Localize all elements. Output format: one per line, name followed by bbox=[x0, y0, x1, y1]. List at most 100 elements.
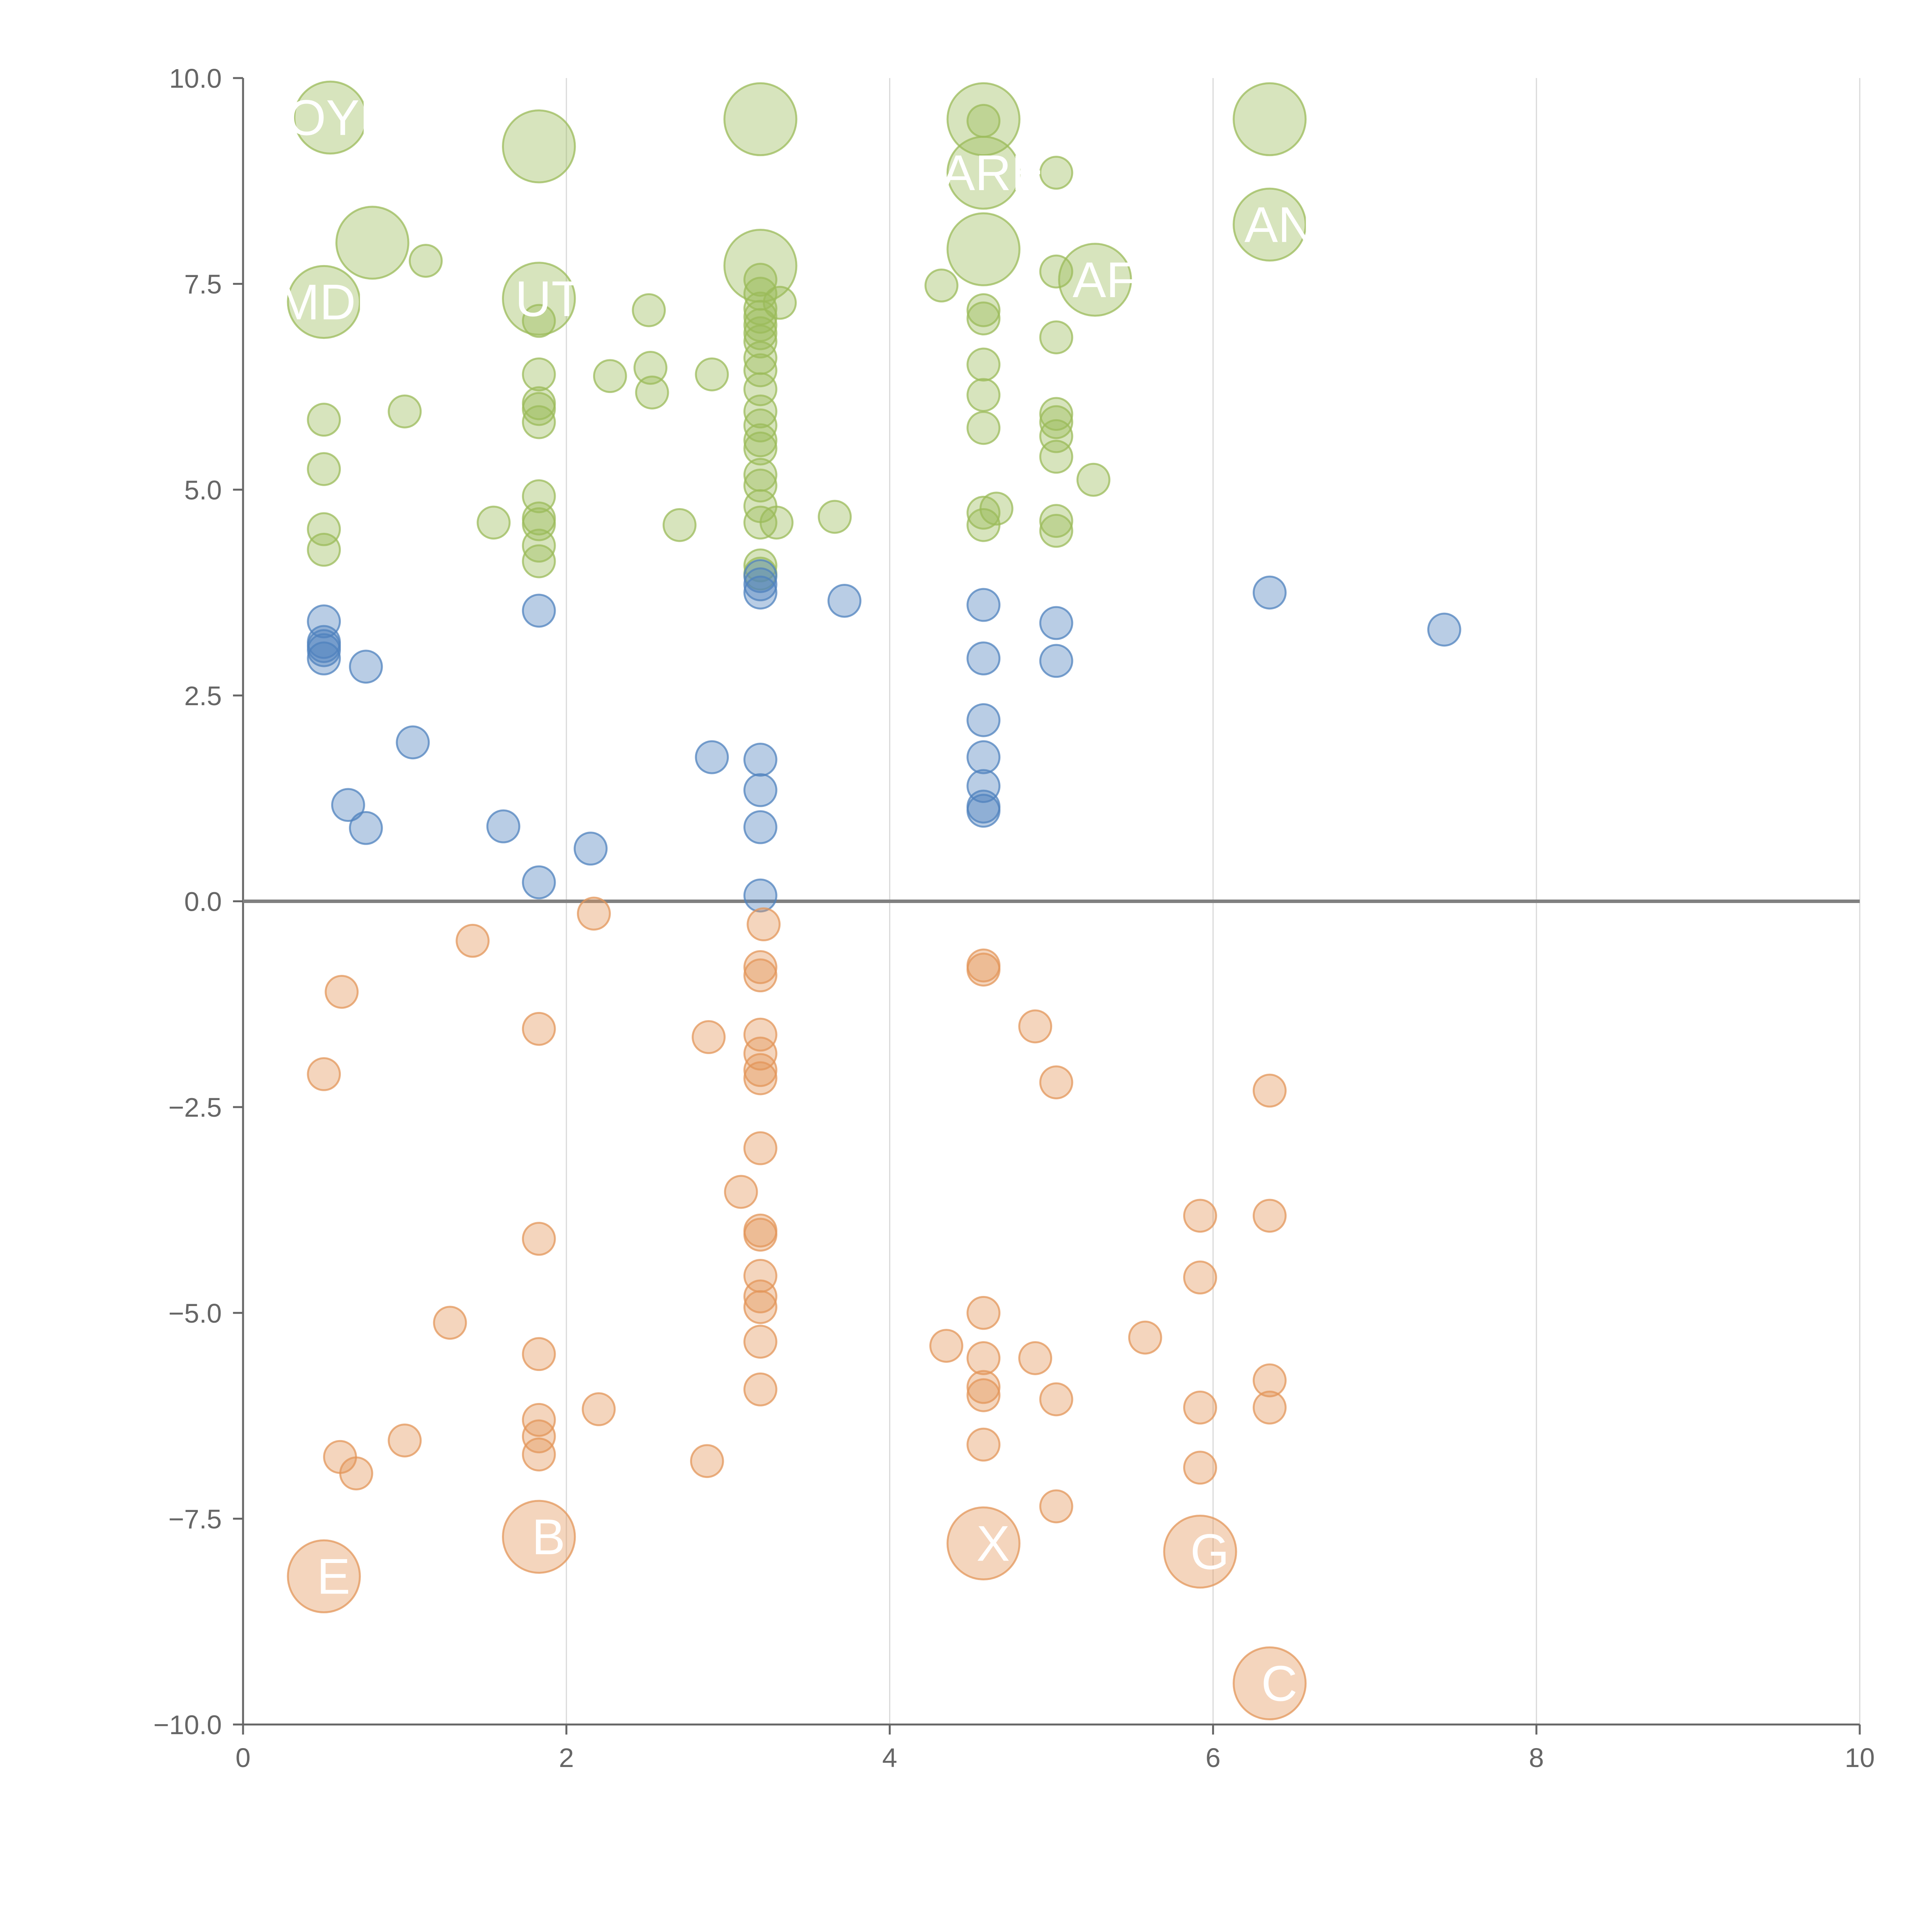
data-point bbox=[307, 1057, 341, 1091]
x-tick-label: 4 bbox=[882, 1743, 897, 1773]
data-point bbox=[723, 82, 798, 156]
data-point bbox=[743, 810, 777, 844]
data-point bbox=[966, 411, 1001, 445]
point-label: C bbox=[1261, 1655, 1298, 1711]
point-label: OYE bbox=[287, 89, 393, 146]
data-point bbox=[1183, 1199, 1217, 1233]
data-point bbox=[743, 958, 777, 993]
data-point bbox=[946, 82, 1020, 156]
data-point bbox=[662, 508, 697, 542]
data-point bbox=[747, 907, 781, 942]
data-point bbox=[1252, 1363, 1287, 1398]
data-point bbox=[1018, 1341, 1053, 1375]
data-point bbox=[743, 1290, 777, 1324]
data-point bbox=[946, 212, 1020, 286]
data-point bbox=[307, 403, 341, 437]
axis-ticks: 0 2 4 6 8 10 10.0 7.5 5.0 2.5 0.0 −2.5 −5.0 −7.5 −10.0 bbox=[153, 63, 1875, 1773]
data-point bbox=[743, 316, 777, 350]
data-point bbox=[1233, 1646, 1307, 1721]
data-point bbox=[743, 1218, 777, 1252]
data-point bbox=[331, 788, 365, 822]
y-tick-label: 10.0 bbox=[169, 63, 222, 94]
data-point bbox=[325, 975, 359, 1009]
data-point bbox=[929, 1329, 963, 1363]
data-point bbox=[827, 583, 862, 618]
data-point bbox=[1039, 644, 1073, 678]
data-point bbox=[349, 811, 383, 845]
point-label: AF bbox=[1073, 252, 1137, 308]
data-point bbox=[966, 794, 1001, 828]
data-point bbox=[759, 505, 794, 540]
point-label: MDE bbox=[278, 274, 389, 330]
data-point bbox=[690, 1444, 724, 1478]
data-point bbox=[946, 1506, 1020, 1580]
y-tick-label: 0.0 bbox=[184, 887, 222, 917]
data-point bbox=[577, 896, 611, 931]
data-point bbox=[522, 544, 556, 578]
data-point bbox=[743, 1017, 777, 1052]
data-point bbox=[946, 136, 1020, 210]
data-point bbox=[522, 1012, 556, 1046]
data-point bbox=[502, 262, 576, 336]
x-tick-label: 6 bbox=[1206, 1743, 1221, 1773]
point-label: UT bbox=[515, 270, 582, 327]
data-point bbox=[1427, 612, 1461, 647]
data-point bbox=[293, 80, 367, 155]
data-point bbox=[743, 878, 777, 913]
data-point bbox=[522, 865, 556, 900]
data-point bbox=[388, 394, 422, 429]
data-point bbox=[966, 378, 1001, 412]
data-point bbox=[522, 1419, 556, 1454]
data-point bbox=[743, 548, 777, 583]
x-tick-label: 0 bbox=[236, 1743, 251, 1773]
data-point bbox=[1039, 504, 1073, 538]
data-point bbox=[743, 408, 777, 442]
data-point bbox=[966, 496, 1001, 530]
data-point bbox=[573, 832, 608, 866]
data-point bbox=[743, 353, 777, 388]
data-point bbox=[966, 703, 1001, 737]
data-point bbox=[388, 1423, 422, 1458]
data-point bbox=[743, 1279, 777, 1314]
data-point bbox=[502, 1500, 576, 1574]
data-point bbox=[486, 809, 520, 844]
data-point bbox=[1233, 82, 1307, 156]
data-point bbox=[522, 304, 556, 338]
data-point bbox=[396, 725, 430, 760]
x-tick-label: 8 bbox=[1529, 1743, 1544, 1773]
data-point bbox=[307, 604, 341, 639]
data-point bbox=[966, 347, 1001, 382]
point-label: E bbox=[317, 1548, 350, 1605]
data-point bbox=[966, 769, 1001, 803]
data-point bbox=[966, 301, 1001, 336]
data-point bbox=[522, 1222, 556, 1256]
data-point bbox=[1039, 254, 1073, 289]
data-point bbox=[743, 950, 777, 984]
data-point bbox=[743, 431, 777, 466]
data-point bbox=[522, 405, 556, 439]
data-point bbox=[1039, 1065, 1073, 1100]
data-point bbox=[1183, 1451, 1217, 1485]
data-point bbox=[1039, 1382, 1073, 1417]
data-point bbox=[307, 633, 341, 667]
point-label: B bbox=[532, 1509, 565, 1565]
y-tick-label: −2.5 bbox=[168, 1092, 222, 1122]
data-point bbox=[1128, 1320, 1162, 1355]
data-point bbox=[1183, 1260, 1217, 1295]
data-point bbox=[593, 359, 627, 393]
data-point bbox=[335, 206, 410, 280]
data-point bbox=[1183, 1390, 1217, 1425]
data-point bbox=[408, 244, 443, 278]
data-point bbox=[966, 740, 1001, 774]
data-point bbox=[339, 1456, 373, 1491]
data-point bbox=[633, 351, 668, 385]
y-tick-label: −5.0 bbox=[168, 1298, 222, 1328]
data-point bbox=[456, 923, 490, 958]
x-tick-label: 10 bbox=[1845, 1743, 1875, 1773]
data-point bbox=[743, 575, 777, 610]
data-point bbox=[582, 1392, 616, 1426]
point-label: AN bbox=[1245, 196, 1315, 253]
data-point bbox=[743, 423, 777, 457]
data-point bbox=[966, 641, 1001, 675]
